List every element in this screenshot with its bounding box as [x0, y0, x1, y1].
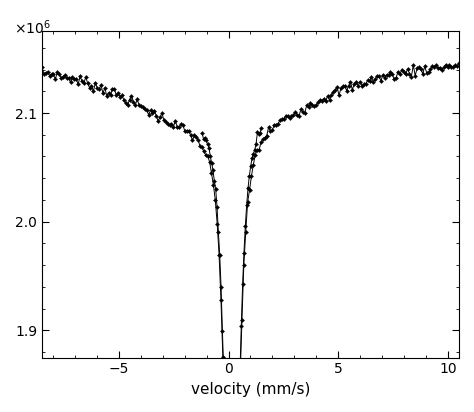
Text: $\times10^6$: $\times10^6$: [14, 19, 51, 37]
X-axis label: velocity (mm/s): velocity (mm/s): [191, 382, 310, 397]
